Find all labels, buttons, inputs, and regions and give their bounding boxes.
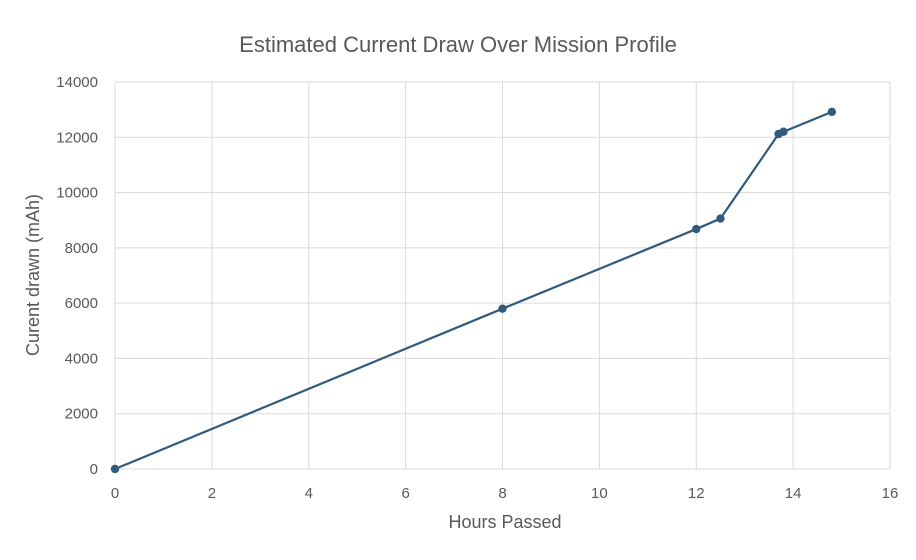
- data-point: [110, 464, 120, 474]
- y-tick-label: 0: [90, 461, 98, 478]
- y-tick-label: 6000: [65, 295, 98, 312]
- data-point: [692, 224, 701, 234]
- y-tick-label: 14000: [56, 74, 98, 91]
- series-line: [114, 110, 833, 471]
- x-gridlines: [114, 82, 891, 469]
- x-tick-label: 14: [785, 485, 802, 502]
- x-tick-label: 12: [688, 485, 705, 502]
- y-tick-label: 2000: [65, 406, 98, 423]
- y-tick-label: 8000: [65, 240, 98, 257]
- data-point: [827, 107, 837, 117]
- data-point: [779, 127, 788, 136]
- data-point: [716, 214, 725, 223]
- x-tick-label: 10: [591, 485, 608, 502]
- x-tick-label: 0: [111, 485, 119, 502]
- x-axis-title: Hours Passed: [448, 512, 561, 532]
- y-axis-title: Curent drawn (mAh): [23, 194, 43, 356]
- data-point: [498, 304, 507, 313]
- y-tick-labels: 0 2000 4000 6000 8000 10000 12000 14000: [56, 74, 98, 478]
- series-group: [110, 107, 837, 474]
- x-tick-label: 4: [305, 485, 313, 502]
- chart-title: Estimated Current Draw Over Mission Prof…: [239, 32, 677, 57]
- x-tick-label: 16: [882, 485, 899, 502]
- y-tick-label: 4000: [65, 350, 98, 367]
- x-tick-label: 2: [208, 485, 216, 502]
- x-tick-label: 8: [498, 485, 506, 502]
- x-tick-labels: 0 2 4 6 8 10 12 14 16: [111, 485, 899, 502]
- x-tick-label: 6: [401, 485, 409, 502]
- y-tick-label: 10000: [56, 185, 98, 202]
- y-tick-label: 12000: [56, 129, 98, 146]
